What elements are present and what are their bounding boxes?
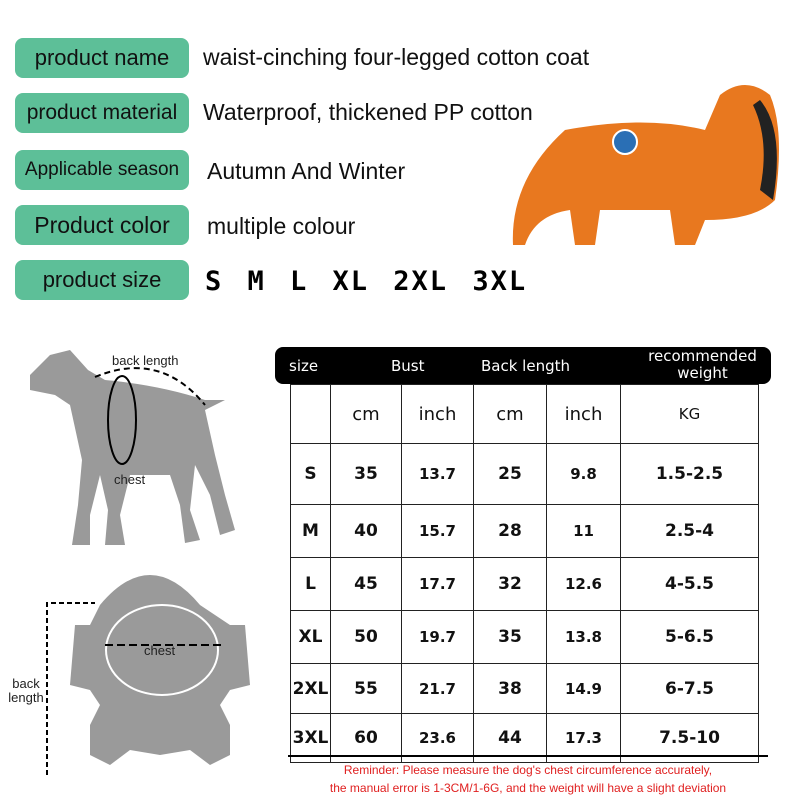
value-cell: 17.7: [401, 557, 474, 611]
value-cell: 23.6: [401, 713, 474, 763]
dog-side-silhouette: [30, 350, 235, 545]
header-size: size: [289, 357, 319, 375]
spec-value-material: Waterproof, thickened PP cotton: [203, 99, 533, 125]
value-cell: 12.6: [546, 557, 621, 611]
value-cell: 5-6.5: [620, 610, 759, 664]
units-row: cm inch cm inch KG: [290, 384, 759, 444]
back-length-label-2: back length: [8, 676, 44, 705]
table-row: L 45 17.7 32 12.6 4-5.5: [290, 557, 759, 611]
chest-label: chest: [114, 472, 146, 487]
reminder-line-1: Reminder: Please measure the dog's chest…: [343, 763, 713, 777]
value-cell: 55: [330, 663, 402, 714]
value-cell: 38: [473, 663, 547, 714]
size-cell: L: [290, 557, 331, 611]
value-cell: 7.5-10: [620, 713, 759, 763]
spec-value-color: multiple colour: [207, 213, 356, 239]
value-cell: 15.7: [401, 504, 474, 558]
coat-product-image: [512, 85, 779, 245]
value-cell: 11: [546, 504, 621, 558]
value-cell: 28: [473, 504, 547, 558]
value-cell: 21.7: [401, 663, 474, 714]
size-cell: S: [290, 443, 331, 505]
dog-coat-top-silhouette: [46, 575, 250, 775]
spec-value-season: Autumn And Winter: [207, 158, 406, 184]
unit-cell: inch: [546, 384, 621, 444]
table-row: XL 50 19.7 35 13.8 5-6.5: [290, 610, 759, 664]
size-table-header: size Bust Back length recommended weight: [275, 347, 771, 384]
value-cell: 35: [330, 443, 402, 505]
value-cell: 2.5-4: [620, 504, 759, 558]
value-cell: 50: [330, 610, 402, 664]
value-cell: 6-7.5: [620, 663, 759, 714]
header-bust: Bust: [391, 357, 425, 375]
spec-label-name: product name: [15, 38, 189, 78]
value-cell: 17.3: [546, 713, 621, 763]
unit-cell: cm: [473, 384, 547, 444]
value-cell: 45: [330, 557, 402, 611]
table-row: S 35 13.7 25 9.8 1.5-2.5: [290, 443, 759, 505]
size-cell: XL: [290, 610, 331, 664]
value-cell: 35: [473, 610, 547, 664]
spec-value-name: waist-cinching four-legged cotton coat: [203, 44, 590, 70]
reminder-line-2: the manual error is 1-3CM/1-6G, and the …: [329, 781, 727, 795]
header-weight: recommended weight: [648, 347, 757, 382]
value-cell: 19.7: [401, 610, 474, 664]
header-back-length: Back length: [481, 357, 570, 375]
chest-label-2: chest: [144, 643, 176, 658]
value-cell: 13.7: [401, 443, 474, 505]
spec-label-season: Applicable season: [15, 150, 189, 190]
table-row: M 40 15.7 28 11 2.5-4: [290, 504, 759, 558]
unit-cell: inch: [401, 384, 474, 444]
size-cell: M: [290, 504, 331, 558]
size-cell: 3XL: [290, 713, 331, 763]
unit-cell: cm: [330, 384, 402, 444]
value-cell: 60: [330, 713, 402, 763]
table-row: 3XL 60 23.6 44 17.3 7.5-10: [290, 713, 759, 763]
reminder-note: Reminder: Please measure the dog's chest…: [288, 755, 768, 797]
spec-label-color: Product color: [15, 205, 189, 245]
value-cell: 44: [473, 713, 547, 763]
value-cell: 9.8: [546, 443, 621, 505]
size-table: cm inch cm inch KG S 35 13.7 25 9.8 1.5-2.5 M 4…: [290, 384, 759, 763]
back-length-label: back length: [112, 353, 179, 368]
spec-label-size: product size: [15, 260, 189, 300]
unit-cell: KG: [620, 384, 759, 444]
table-row: 2XL 55 21.7 38 14.9 6-7.5: [290, 663, 759, 714]
value-cell: 13.8: [546, 610, 621, 664]
spec-value-size: S M L XL 2XL 3XL: [205, 266, 528, 297]
size-cell: 2XL: [290, 663, 331, 714]
value-cell: 1.5-2.5: [620, 443, 759, 505]
value-cell: 32: [473, 557, 547, 611]
value-cell: 14.9: [546, 663, 621, 714]
value-cell: 40: [330, 504, 402, 558]
unit-cell: [290, 384, 331, 444]
value-cell: 25: [473, 443, 547, 505]
value-cell: 4-5.5: [620, 557, 759, 611]
spec-label-material: product material: [15, 93, 189, 133]
